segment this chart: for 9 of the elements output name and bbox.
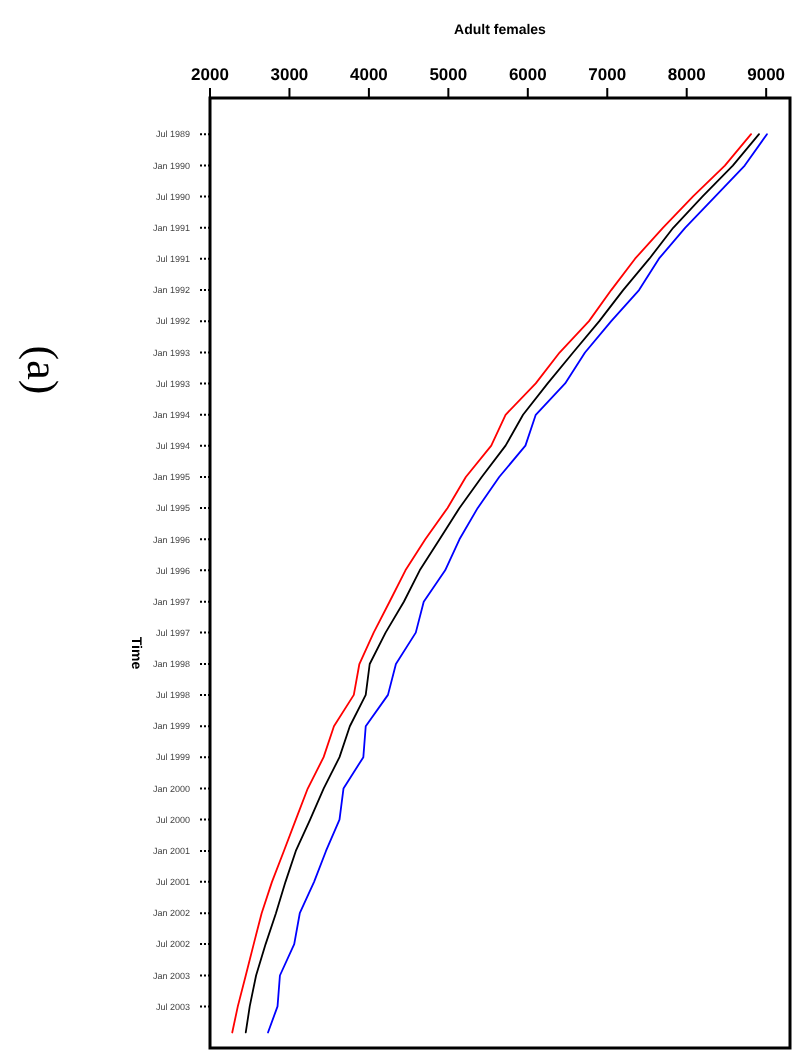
x-tick-label: 7000 [588, 64, 627, 84]
x-tick-label: 9000 [747, 64, 786, 84]
x-tick-label: 3000 [270, 64, 309, 84]
x-tick-label: 6000 [508, 64, 548, 84]
text: (a) [18, 345, 68, 395]
x-tick-label: 8000 [667, 64, 707, 84]
x-tick-label: 2000 [191, 64, 230, 84]
x-tick-label: 4000 [349, 64, 389, 84]
x-tick-label: 5000 [429, 64, 468, 84]
